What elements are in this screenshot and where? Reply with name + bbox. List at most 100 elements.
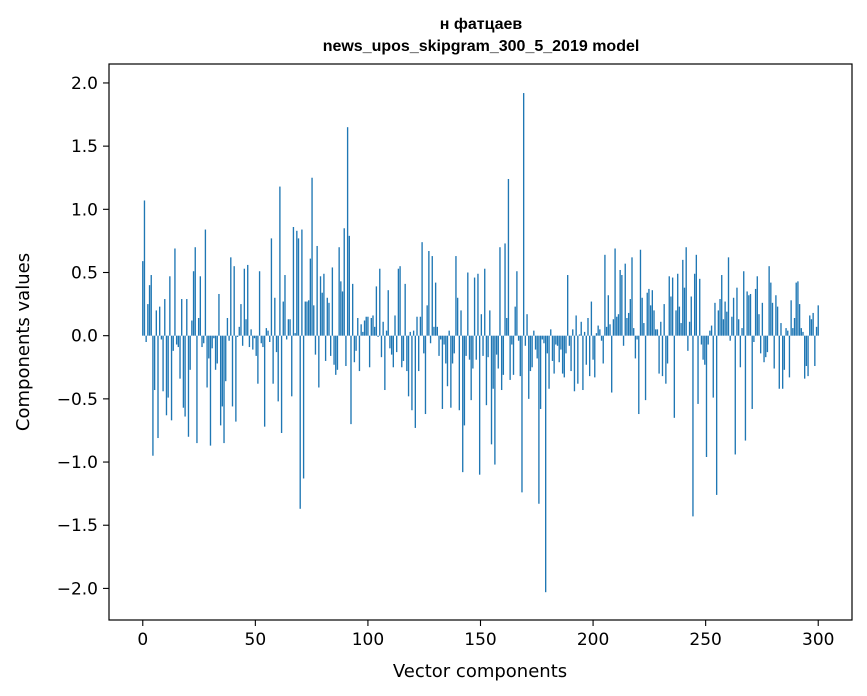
bar [514,306,516,336]
bar [289,319,291,336]
bar [561,335,564,374]
bar [563,335,565,378]
bar [595,333,598,336]
bar [157,335,159,439]
bar [600,335,603,341]
bar [429,335,432,344]
bar [360,324,362,336]
bar [754,288,757,336]
bar [453,335,455,354]
bar [335,335,337,375]
bar [460,310,462,336]
bar [646,292,648,336]
bar [321,292,323,336]
bar [409,331,411,336]
bar [270,238,273,336]
bar [638,335,640,415]
bar [204,229,207,336]
bar [153,335,156,391]
bar [695,254,698,336]
bar [573,335,576,392]
bar [274,297,276,336]
bar [621,275,623,336]
bar [145,335,147,342]
bar [751,335,753,409]
bar [482,335,484,356]
x-axis-label: Vector components [393,661,567,682]
bar [688,321,691,336]
bar [787,330,789,336]
bar [668,276,670,336]
bar [142,261,144,336]
bar [624,263,626,336]
bar [326,297,328,336]
bar [665,335,667,384]
bar [419,316,422,336]
bar [236,335,239,337]
bar [267,330,269,336]
bar [162,335,164,392]
bar [577,335,579,384]
bar [353,335,356,363]
bar [759,335,762,354]
bar [423,335,425,354]
bar [299,335,301,509]
bar [434,282,437,336]
bar [159,306,161,336]
x-tick-label: 200 [577,630,609,650]
bar [633,328,635,336]
bar [177,335,179,348]
bar [328,302,330,336]
bar [553,335,555,374]
bar [712,335,714,398]
bar [641,297,643,336]
bar [148,285,151,336]
bars-group [142,93,819,593]
bar [211,335,213,349]
bar [194,247,196,336]
bar [734,335,736,455]
bar [704,335,706,365]
bar [504,243,506,336]
bar [421,242,423,336]
bar [639,249,642,336]
bar [230,257,232,336]
bar [660,321,662,336]
bar [316,245,318,336]
bar [394,315,396,336]
bar [611,335,613,393]
bar [589,335,591,377]
bar [612,319,615,336]
bar [539,335,542,409]
bar [209,335,212,446]
bar [793,317,796,336]
bar [812,312,814,336]
bar [208,335,210,359]
bar [287,319,290,336]
bar [536,335,538,359]
y-tick-label: −1.0 [57,453,98,473]
bar [810,319,813,336]
bar [143,200,146,336]
bar [182,335,185,408]
bar [768,266,770,336]
bar [814,335,816,367]
bar [263,335,266,427]
bar [739,335,742,368]
bar [260,335,262,344]
bar [677,273,679,336]
bar [374,326,376,336]
bar [450,335,452,408]
bar [749,293,752,336]
bar [556,335,559,346]
bar [465,335,467,356]
bar [670,296,672,336]
bar [763,335,765,363]
bar [473,277,476,336]
bar [380,335,383,358]
bar [179,335,181,379]
bar [372,315,374,336]
bar [345,335,347,367]
y-axis-ticks: 2.0 1.5 1.0 0.5 0.0 −0.5 −1.0 −1.5 −2.0 [57,74,109,599]
